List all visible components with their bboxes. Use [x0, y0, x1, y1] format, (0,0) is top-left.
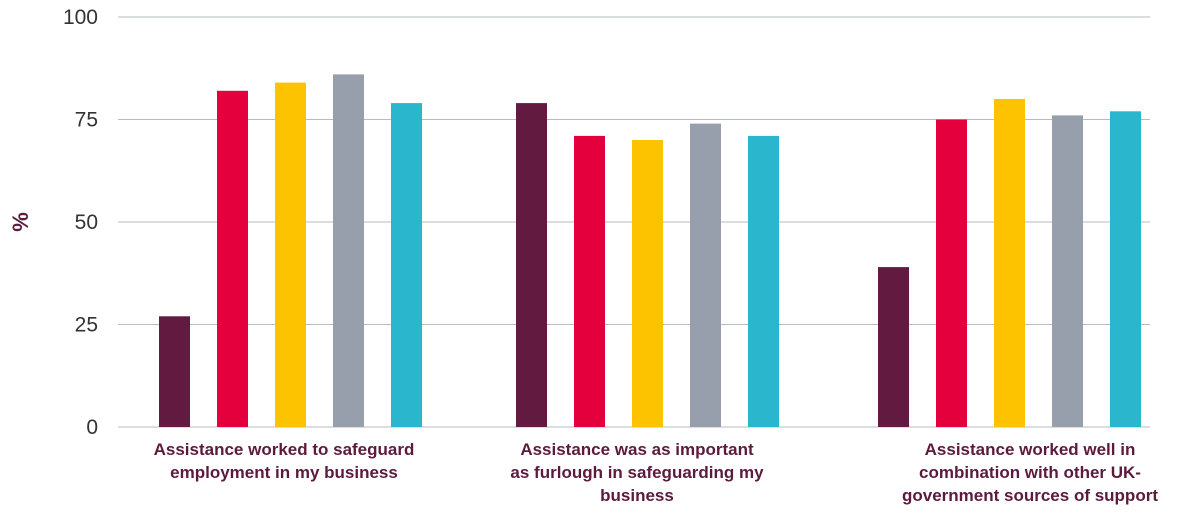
bar-group-3-2 [936, 119, 967, 427]
category-label: Assistance worked to safeguard employment… [154, 440, 415, 482]
y-tick-label: 100 [63, 6, 98, 29]
bar-group-2-1 [516, 103, 547, 427]
bar-group-1-5 [391, 103, 422, 427]
bar-group-3-3 [994, 99, 1025, 427]
bar-group-2-4 [690, 123, 721, 427]
category-label-line: Assistance worked to safeguard [154, 440, 415, 459]
y-axis-ticks: 0 25 50 75 100 [63, 6, 98, 439]
category-label: Assistance worked well in combination wit… [902, 440, 1158, 505]
y-tick-label: 25 [75, 314, 98, 337]
category-label-line: Assistance was as important [520, 440, 754, 459]
y-tick-label: 0 [86, 416, 98, 439]
category-labels: Assistance worked to safeguard employment… [154, 440, 1159, 505]
category-label-line: Assistance worked well in [925, 440, 1136, 459]
bars [159, 74, 1141, 428]
category-label-line: business [600, 486, 674, 505]
bar-group-2-2 [574, 135, 605, 427]
category-label-line: employment in my business [170, 463, 398, 482]
bar-group-1-4 [333, 74, 364, 428]
category-label-line: combination with other UK- [919, 463, 1141, 482]
category-label-line: as furlough in safeguarding my [510, 463, 764, 482]
bar-group-1-2 [217, 90, 248, 428]
bar-group-3-1 [878, 267, 909, 427]
y-tick-label: 75 [75, 109, 98, 132]
bar-group-3-5 [1110, 111, 1141, 428]
category-label-line: government sources of support [902, 486, 1158, 505]
y-axis-label: % [8, 212, 33, 232]
bar-group-2-5 [748, 135, 779, 427]
bar-group-1-1 [159, 316, 190, 427]
bar-group-2-3 [632, 140, 663, 427]
bar-group-1-3 [275, 82, 306, 427]
y-tick-label: 50 [75, 211, 98, 234]
bar-group-3-4 [1052, 115, 1083, 428]
category-label: Assistance was as important as furlough i… [510, 440, 764, 505]
